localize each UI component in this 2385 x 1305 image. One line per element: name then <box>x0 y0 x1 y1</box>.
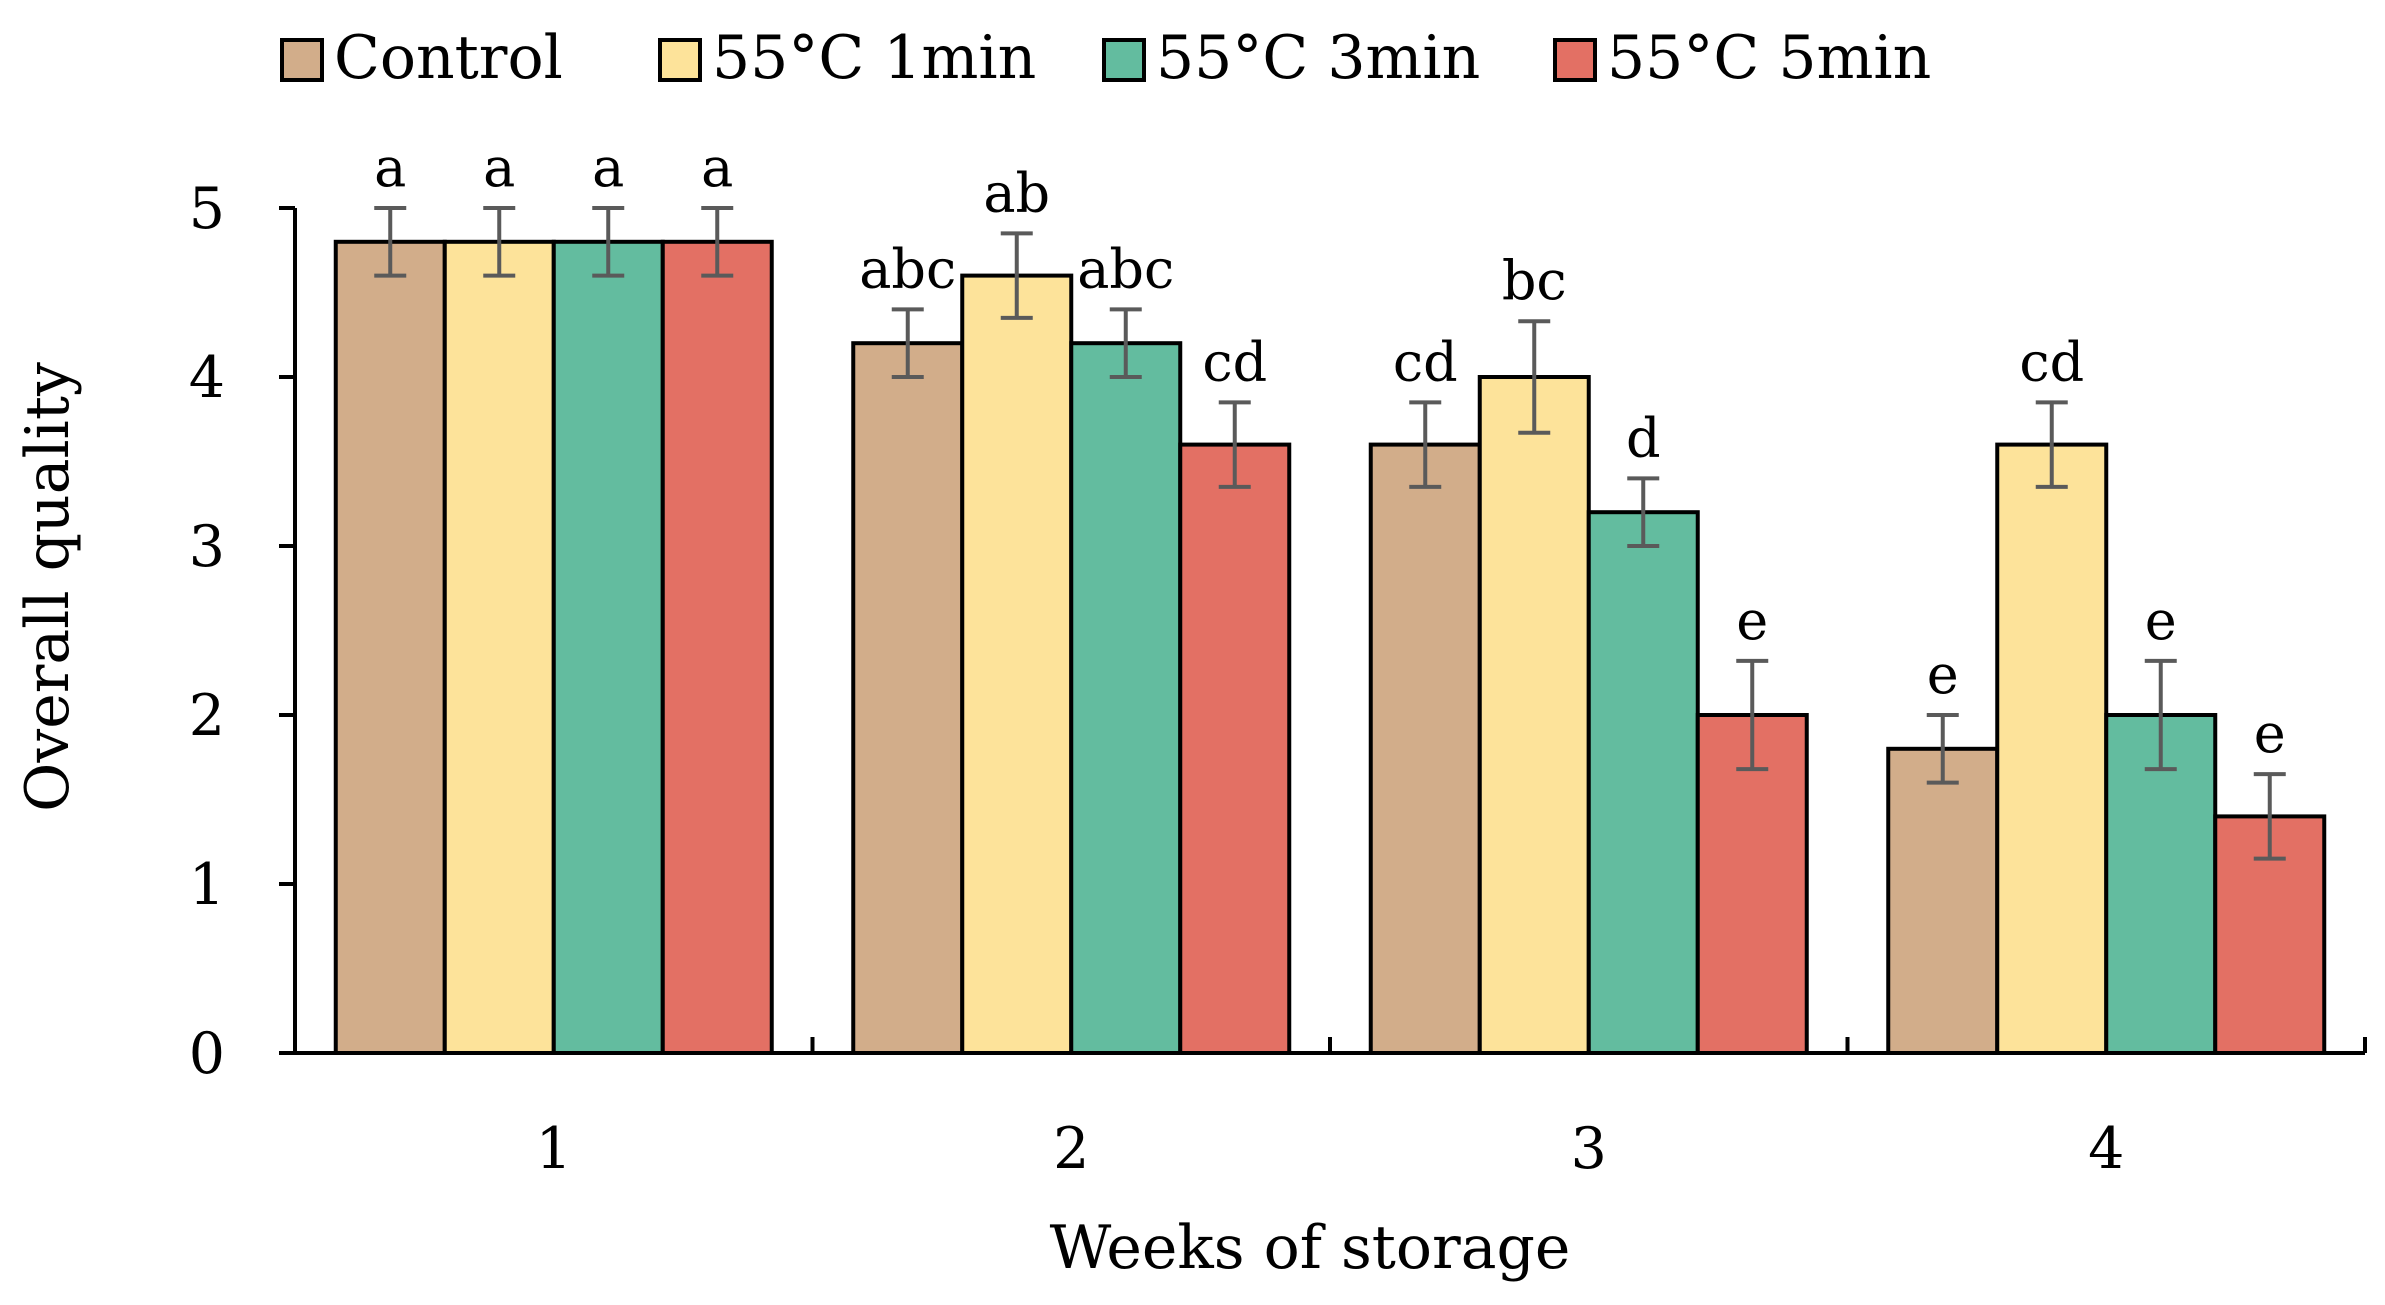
bars <box>333 239 2327 1056</box>
legend-label: 55°C 1min <box>712 23 1036 93</box>
legend-item-55-c-5min: 55°C 5min <box>1553 23 1931 93</box>
bar-control-week-1 <box>333 239 447 1056</box>
error-bar-control-week-2 <box>891 307 924 379</box>
significance-label-55-c-1min-week-1: a <box>483 136 515 199</box>
bar-55-c-3min-week-1 <box>551 239 665 1056</box>
legend-swatch <box>1553 38 1597 82</box>
significance-label-control-week-2: abc <box>859 237 956 300</box>
legend: Control 55°C 1min 55°C 3min 55°C 5min <box>280 23 1931 93</box>
bar-55-c-3min-week-4 <box>2104 713 2218 1055</box>
legend-swatch <box>280 38 324 82</box>
y-tick-label-2: 2 <box>189 683 225 749</box>
x-axis-ticks: 1 2 3 4 <box>293 1037 2367 1182</box>
significance-label-55-c-5min-week-4: e <box>2254 702 2286 765</box>
error-bar-55-c-3min-week-2 <box>1109 307 1142 379</box>
bar-55-c-1min-week-3 <box>1477 375 1591 1055</box>
error-bar-55-c-3min-week-1 <box>592 206 625 278</box>
legend-label: 55°C 3min <box>1156 23 1480 93</box>
bar-55-c-5min-week-1 <box>660 239 774 1056</box>
y-tick-label-3: 3 <box>189 514 225 580</box>
y-tick-label-4: 4 <box>189 345 225 411</box>
legend-item-55-c-1min: 55°C 1min <box>658 23 1036 93</box>
error-bar-55-c-5min-week-4 <box>2253 772 2286 861</box>
significance-label-55-c-3min-week-2: abc <box>1077 237 1174 300</box>
legend-item-55-c-3min: 55°C 3min <box>1102 23 1480 93</box>
error-bar-control-week-3 <box>1409 400 1442 489</box>
bar-55-c-3min-week-2 <box>1069 341 1183 1055</box>
bar-control-week-4 <box>1886 746 2000 1055</box>
legend-swatch <box>1102 38 1146 82</box>
error-bar-55-c-1min-week-1 <box>483 206 516 278</box>
bar-control-week-2 <box>851 341 965 1055</box>
legend-label: 55°C 5min <box>1607 23 1931 93</box>
error-bar-55-c-5min-week-1 <box>701 206 734 278</box>
legend-swatch <box>658 38 702 82</box>
bar-55-c-1min-week-2 <box>960 273 1074 1056</box>
y-axis-ticks: 0 1 2 3 4 5 <box>189 176 295 1087</box>
error-bar-55-c-3min-week-4 <box>2144 658 2177 772</box>
significance-label-control-week-4: e <box>1927 643 1959 706</box>
error-bar-control-week-4 <box>1926 713 1959 785</box>
legend-item-control: Control <box>280 23 563 93</box>
significance-label-55-c-1min-week-2: ab <box>983 161 1050 224</box>
significance-label-control-week-1: a <box>374 136 406 199</box>
bar-55-c-3min-week-3 <box>1586 510 1700 1055</box>
y-tick-label-0: 0 <box>189 1021 225 1087</box>
y-tick-label-1: 1 <box>189 852 225 918</box>
significance-label-55-c-5min-week-1: a <box>701 136 733 199</box>
y-axis-title: Overall quality <box>13 362 83 812</box>
x-tick-label-1: 1 <box>536 1116 572 1182</box>
significance-label-55-c-5min-week-2: cd <box>1202 330 1267 393</box>
x-tick-label-4: 4 <box>2088 1116 2124 1182</box>
error-bars <box>374 206 2286 861</box>
error-bar-55-c-5min-week-3 <box>1736 658 1769 772</box>
significance-label-55-c-1min-week-3: bc <box>1502 249 1567 312</box>
significance-label-control-week-3: cd <box>1393 330 1458 393</box>
x-axis-title: Weeks of storage <box>1050 1213 1571 1283</box>
error-bar-control-week-1 <box>374 206 407 278</box>
x-tick-label-2: 2 <box>1053 1116 1089 1182</box>
error-bar-55-c-1min-week-2 <box>1000 231 1033 320</box>
bar-55-c-1min-week-1 <box>442 239 556 1056</box>
error-bar-55-c-1min-week-3 <box>1518 319 1551 435</box>
significance-label-55-c-5min-week-3: e <box>1736 589 1768 652</box>
bar-55-c-1min-week-4 <box>1995 442 2109 1056</box>
bar-control-week-3 <box>1368 442 1482 1056</box>
y-tick-label-5: 5 <box>189 176 225 242</box>
significance-label-55-c-1min-week-4: cd <box>2019 330 2084 393</box>
significance-label-55-c-3min-week-1: a <box>592 136 624 199</box>
x-tick-label-3: 3 <box>1571 1116 1607 1182</box>
significance-label-55-c-3min-week-3: d <box>1626 406 1661 469</box>
error-bar-55-c-1min-week-4 <box>2035 400 2068 489</box>
legend-label: Control <box>334 23 563 93</box>
significance-label-55-c-3min-week-4: e <box>2145 589 2177 652</box>
bar-55-c-5min-week-2 <box>1178 442 1292 1056</box>
error-bar-55-c-3min-week-3 <box>1627 476 1660 548</box>
error-bar-55-c-5min-week-2 <box>1218 400 1251 489</box>
